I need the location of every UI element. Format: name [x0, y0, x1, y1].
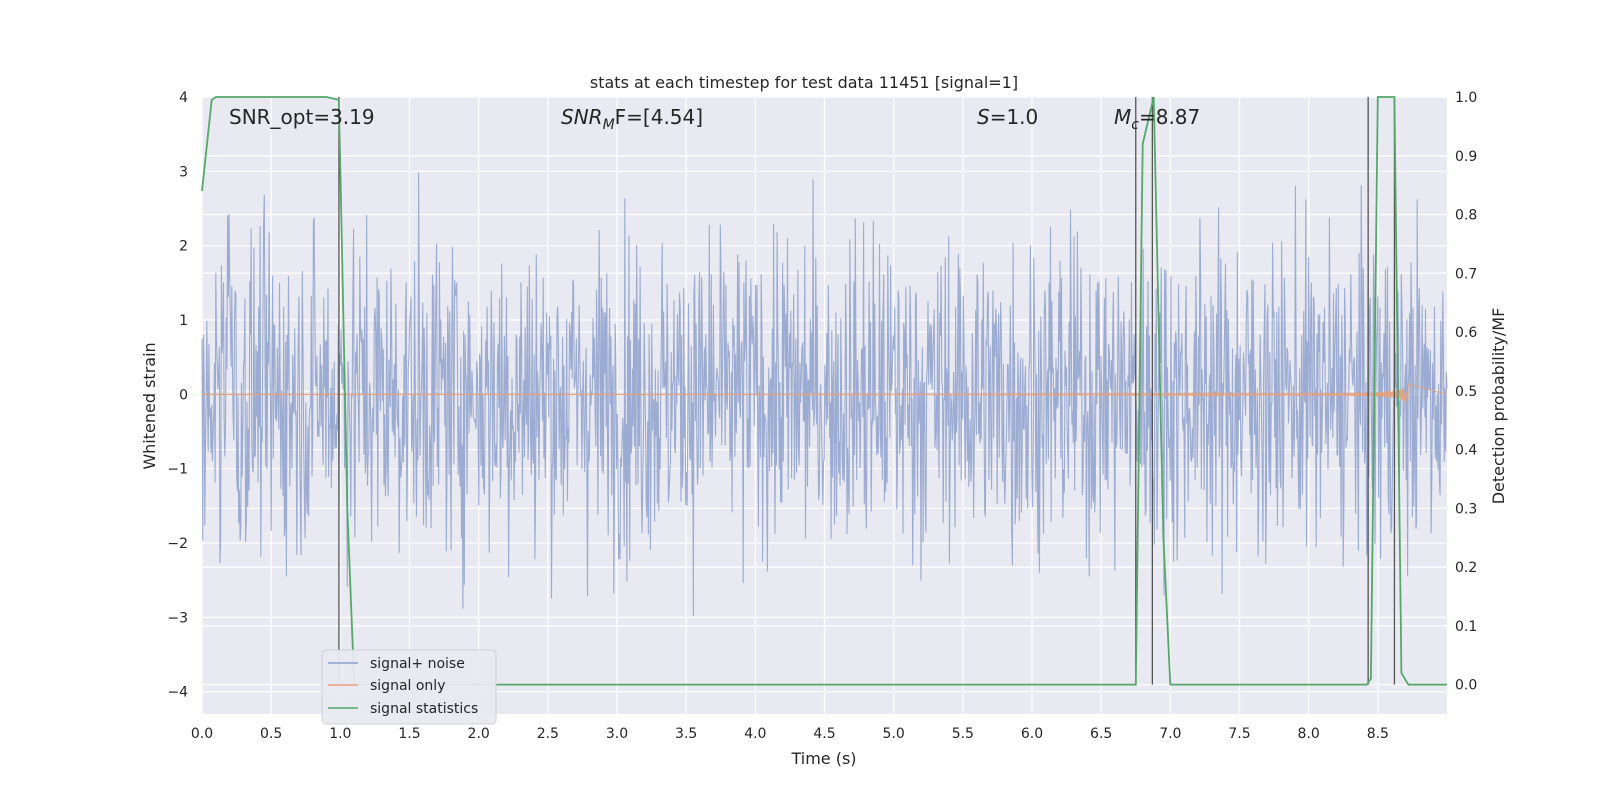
annotation-snr-mf-rest: F=[4.54] [615, 105, 703, 129]
y-tick-label: −4 [167, 685, 188, 701]
annotation-mc-sub: c [1131, 117, 1139, 133]
right-tick-label: 0.7 [1455, 266, 1477, 282]
legend-label-stats: signal statistics [370, 701, 478, 717]
annotation-s: S=1.0 [977, 105, 1038, 129]
right-tick-label: 0.1 [1455, 619, 1477, 635]
series-signal-plus-noise [201, 172, 1448, 617]
annotation-mc-rest: =8.87 [1139, 105, 1200, 129]
right-tick-label: 0.9 [1455, 149, 1477, 165]
legend: signal+ noise signal only signal statist… [321, 649, 497, 725]
right-tick-label: 0.4 [1455, 443, 1477, 459]
stats-trace [201, 96, 1447, 686]
y-tick-label: 1 [179, 313, 188, 329]
x-tick-label: 3.5 [675, 726, 697, 742]
y-tick-label: 0 [179, 387, 188, 403]
y-tick-label: −3 [167, 610, 188, 626]
x-tick-label: 0.5 [260, 726, 282, 742]
x-tick-label: 2.5 [537, 726, 559, 742]
x-tick-label: 4.5 [813, 726, 835, 742]
y-tick-label: 2 [179, 239, 188, 255]
x-tick-label: 7.5 [1228, 726, 1250, 742]
x-tick-label: 3.0 [606, 726, 628, 742]
right-tick-label: 0.6 [1455, 325, 1477, 341]
annotation-snr-mf-sub: M [603, 117, 615, 133]
x-tick-label: 6.0 [1021, 726, 1043, 742]
annotation-mc: Mc=8.87 [1114, 105, 1200, 133]
x-tick-label: 1.0 [329, 726, 351, 742]
right-tick-label: 0.2 [1455, 560, 1477, 576]
x-tick-label: 1.5 [398, 726, 420, 742]
x-tick-label: 0.0 [191, 726, 213, 742]
right-tick-label: 0.3 [1455, 501, 1477, 517]
signal-trace-chirp [755, 383, 1448, 404]
annotation-s-rest: =1.0 [990, 105, 1039, 129]
y-tick-label: −2 [167, 536, 188, 552]
x-tick-label: 7.0 [1159, 726, 1181, 742]
annotation-mc-base: M [1114, 105, 1131, 129]
legend-label-signal: signal only [370, 678, 445, 694]
y-tick-label: 4 [179, 90, 188, 106]
right-tick-label: 1.0 [1455, 90, 1477, 106]
x-tick-label: 8.0 [1298, 726, 1320, 742]
series-signal-only [202, 383, 1448, 404]
right-axis-ticks: 1.0 0.9 0.8 0.7 0.6 0.5 0.4 0.3 0.2 0.1 0.0 [1455, 90, 1477, 694]
x-axis-label: Time (s) [790, 749, 856, 768]
chart-title: stats at each timestep for test data 114… [590, 73, 1018, 92]
x-tick-label: 4.0 [744, 726, 766, 742]
x-tick-label: 5.0 [883, 726, 905, 742]
right-axis-label: Detection probability/MF [1489, 308, 1508, 505]
annotation-s-base: S [977, 105, 990, 129]
x-axis-ticks: 0.0 0.5 1.0 1.5 2.0 2.5 3.0 3.5 4.0 4.5 5.0 5.5 6.0 6… [191, 726, 1389, 742]
noise-trace [201, 172, 1448, 617]
x-tick-label: 5.5 [952, 726, 974, 742]
annotation-snr-mf-base: SNR [561, 105, 603, 129]
x-tick-label: 6.5 [1090, 726, 1112, 742]
y-tick-label: −1 [167, 462, 188, 478]
annotation-snr-opt: SNR_opt=3.19 [229, 105, 375, 129]
right-tick-label: 0.0 [1455, 678, 1477, 694]
x-tick-label: 8.5 [1367, 726, 1389, 742]
x-tick-label: 2.0 [468, 726, 490, 742]
legend-label-noise: signal+ noise [370, 656, 465, 672]
vertical-markers [338, 97, 1396, 685]
right-tick-label: 0.5 [1455, 384, 1477, 400]
annotation-snr-mf: SNRMF=[4.54] [561, 105, 703, 133]
right-tick-label: 0.8 [1455, 208, 1477, 224]
y-tick-label: 3 [179, 164, 188, 180]
legend-box [321, 649, 497, 725]
y-axis-ticks: 4 3 2 1 0 −1 −2 −3 −4 [167, 90, 188, 701]
series-signal-statistics [201, 96, 1447, 686]
y-axis-label: Whitened strain [140, 342, 159, 469]
